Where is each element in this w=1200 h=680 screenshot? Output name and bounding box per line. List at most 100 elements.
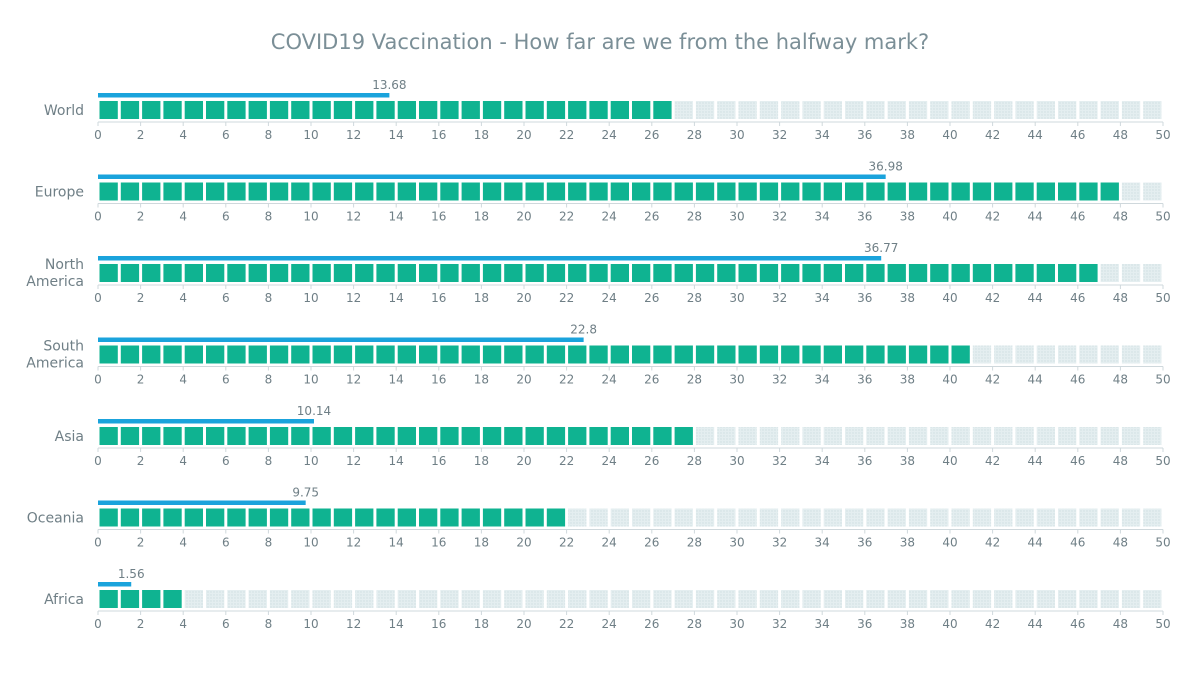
x-tick-label: 14 bbox=[389, 128, 404, 142]
empty-block bbox=[397, 590, 416, 608]
filled-block bbox=[397, 264, 416, 282]
x-tick-label: 10 bbox=[303, 128, 318, 142]
filled-block bbox=[589, 182, 608, 201]
filled-block bbox=[504, 345, 523, 364]
x-tick-label: 38 bbox=[900, 617, 915, 631]
filled-block bbox=[461, 264, 480, 282]
empty-block bbox=[866, 101, 885, 119]
filled-block bbox=[312, 345, 331, 364]
empty-block bbox=[759, 590, 779, 608]
filled-block bbox=[1036, 264, 1055, 282]
filled-block bbox=[120, 508, 140, 527]
filled-block bbox=[930, 182, 949, 201]
filled-block bbox=[355, 508, 374, 527]
filled-block bbox=[184, 508, 203, 527]
empty-block bbox=[887, 508, 906, 527]
filled-block bbox=[908, 264, 928, 282]
empty-block bbox=[717, 101, 736, 119]
empty-block bbox=[333, 590, 353, 608]
x-tick-label: 2 bbox=[137, 210, 145, 224]
x-tick-label: 42 bbox=[985, 291, 1000, 305]
empty-block bbox=[610, 590, 629, 608]
x-tick-label: 32 bbox=[772, 210, 787, 224]
filled-block bbox=[951, 264, 970, 282]
x-tick-label: 42 bbox=[985, 128, 1000, 142]
filled-block bbox=[610, 264, 629, 282]
empty-block bbox=[248, 590, 267, 608]
x-tick-label: 36 bbox=[857, 454, 872, 468]
x-tick-label: 0 bbox=[94, 128, 102, 142]
x-tick-label: 50 bbox=[1155, 617, 1170, 631]
filled-block bbox=[738, 264, 757, 282]
x-tick-label: 16 bbox=[431, 536, 446, 550]
x-tick-label: 4 bbox=[179, 454, 187, 468]
x-tick-label: 14 bbox=[389, 536, 404, 550]
empty-block bbox=[738, 590, 757, 608]
filled-block bbox=[163, 264, 182, 282]
x-tick-label: 26 bbox=[644, 536, 659, 550]
x-tick-label: 48 bbox=[1113, 454, 1128, 468]
filled-block bbox=[142, 345, 161, 364]
filled-block bbox=[482, 345, 502, 364]
value-bar bbox=[98, 582, 132, 587]
filled-block bbox=[525, 182, 544, 201]
x-tick-label: 40 bbox=[942, 536, 957, 550]
empty-block bbox=[802, 101, 821, 119]
filled-block bbox=[482, 101, 502, 119]
filled-block bbox=[419, 427, 438, 445]
empty-block bbox=[823, 508, 842, 527]
filled-block bbox=[163, 101, 182, 119]
x-tick-label: 24 bbox=[602, 291, 617, 305]
empty-block bbox=[845, 427, 864, 445]
category-label: Oceania bbox=[27, 511, 84, 527]
filled-block bbox=[163, 590, 182, 608]
filled-block bbox=[312, 427, 331, 445]
empty-block bbox=[1143, 101, 1162, 119]
x-tick-label: 28 bbox=[687, 536, 702, 550]
empty-block bbox=[823, 590, 842, 608]
x-tick-label: 20 bbox=[516, 128, 531, 142]
filled-block bbox=[99, 101, 118, 119]
empty-block bbox=[653, 508, 672, 527]
category-label: Africa bbox=[44, 592, 84, 608]
x-tick-label: 40 bbox=[942, 373, 957, 387]
empty-block bbox=[866, 427, 885, 445]
value-label: 36.98 bbox=[868, 160, 902, 174]
filled-block bbox=[887, 345, 906, 364]
x-tick-label: 24 bbox=[602, 617, 617, 631]
empty-block bbox=[1121, 590, 1141, 608]
x-tick-label: 0 bbox=[94, 210, 102, 224]
filled-block bbox=[142, 182, 161, 201]
empty-block bbox=[845, 101, 864, 119]
x-tick-label: 38 bbox=[900, 373, 915, 387]
filled-block bbox=[781, 345, 800, 364]
x-tick-label: 12 bbox=[346, 210, 361, 224]
empty-block bbox=[1036, 345, 1055, 364]
category-label: Asia bbox=[55, 429, 84, 445]
x-tick-label: 34 bbox=[815, 373, 830, 387]
empty-block bbox=[951, 508, 970, 527]
x-tick-label: 50 bbox=[1155, 373, 1170, 387]
value-bar bbox=[98, 500, 306, 505]
filled-block bbox=[546, 264, 566, 282]
filled-block bbox=[482, 427, 502, 445]
filled-block bbox=[99, 508, 118, 527]
x-tick-label: 0 bbox=[94, 454, 102, 468]
filled-block bbox=[866, 264, 885, 282]
empty-block bbox=[184, 590, 203, 608]
empty-block bbox=[1015, 345, 1034, 364]
x-tick-label: 2 bbox=[137, 291, 145, 305]
x-tick-label: 40 bbox=[942, 291, 957, 305]
x-tick-label: 32 bbox=[772, 128, 787, 142]
filled-block bbox=[568, 345, 587, 364]
filled-block bbox=[525, 264, 544, 282]
empty-block bbox=[738, 508, 757, 527]
x-tick-label: 30 bbox=[729, 210, 744, 224]
category-label: North America bbox=[26, 257, 84, 290]
filled-block bbox=[376, 427, 395, 445]
filled-block bbox=[355, 264, 374, 282]
filled-block bbox=[376, 182, 395, 201]
empty-block bbox=[951, 101, 970, 119]
empty-block bbox=[823, 101, 842, 119]
filled-block bbox=[951, 345, 970, 364]
